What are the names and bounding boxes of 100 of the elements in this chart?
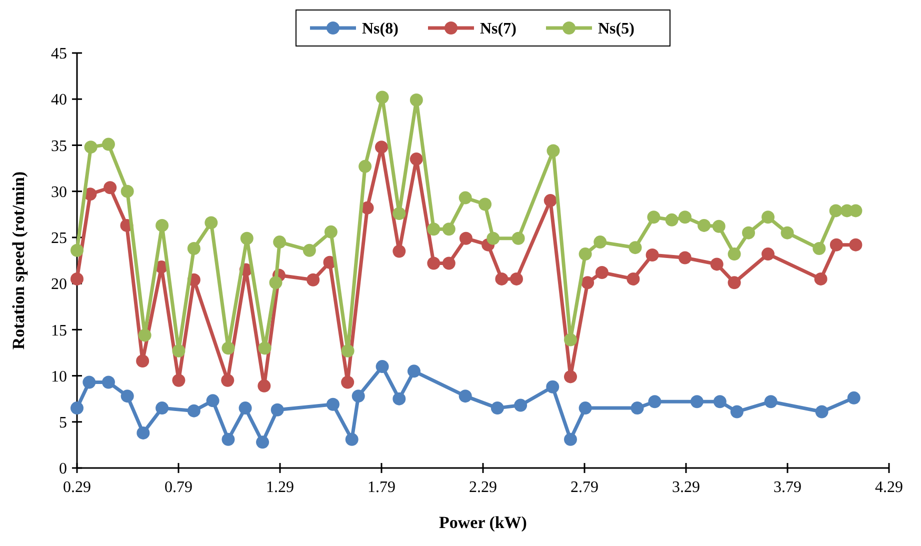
y-tick-label: 10 bbox=[51, 368, 67, 386]
point bbox=[270, 403, 284, 416]
point bbox=[120, 184, 134, 198]
point bbox=[273, 236, 286, 249]
point bbox=[647, 210, 660, 224]
point bbox=[136, 426, 150, 440]
x-tick-label: 2.29 bbox=[469, 479, 497, 496]
point bbox=[514, 398, 528, 412]
point bbox=[376, 360, 389, 374]
y-tick-label: 45 bbox=[51, 46, 67, 63]
y-tick-label: 40 bbox=[51, 92, 67, 109]
point bbox=[187, 404, 200, 418]
point bbox=[478, 198, 492, 211]
point bbox=[849, 238, 862, 252]
point bbox=[442, 256, 456, 270]
x-tick-label: 3.79 bbox=[774, 479, 802, 496]
point bbox=[490, 402, 504, 415]
point bbox=[341, 376, 354, 389]
point bbox=[564, 333, 577, 346]
point bbox=[102, 138, 115, 151]
point bbox=[512, 232, 525, 245]
point bbox=[544, 194, 557, 208]
point bbox=[172, 374, 186, 387]
point bbox=[780, 226, 794, 240]
point bbox=[206, 394, 220, 408]
point bbox=[486, 232, 500, 245]
point bbox=[595, 266, 608, 279]
point bbox=[258, 379, 271, 392]
point bbox=[578, 248, 592, 261]
point bbox=[392, 244, 406, 258]
point bbox=[847, 391, 860, 404]
point bbox=[690, 395, 704, 408]
x-tick-label: 3.29 bbox=[672, 479, 700, 496]
point bbox=[258, 342, 272, 355]
y-tick-label: 35 bbox=[51, 138, 67, 155]
point bbox=[222, 432, 235, 446]
point bbox=[830, 238, 843, 252]
point bbox=[84, 140, 98, 154]
point bbox=[728, 276, 741, 290]
point bbox=[187, 242, 200, 256]
point bbox=[221, 374, 234, 387]
point bbox=[459, 232, 472, 245]
x-tick-label: 1.29 bbox=[266, 479, 294, 496]
y-tick-label: 25 bbox=[51, 230, 67, 248]
legend-label: Ns(7) bbox=[480, 20, 516, 38]
point bbox=[102, 376, 115, 389]
point bbox=[710, 258, 724, 271]
point bbox=[204, 216, 218, 230]
point bbox=[646, 248, 659, 262]
point bbox=[762, 248, 775, 261]
point bbox=[70, 244, 84, 257]
point bbox=[648, 395, 662, 408]
point bbox=[628, 241, 642, 254]
point bbox=[238, 402, 252, 415]
point bbox=[814, 272, 828, 286]
point bbox=[326, 398, 340, 411]
point bbox=[410, 152, 423, 166]
legend-label: Ns(8) bbox=[362, 20, 398, 38]
y-tick-label: 0 bbox=[59, 460, 67, 478]
point bbox=[730, 405, 744, 418]
point bbox=[762, 210, 775, 224]
x-tick-label: 1.79 bbox=[368, 479, 396, 496]
point bbox=[104, 181, 117, 194]
point bbox=[376, 90, 389, 104]
point bbox=[341, 344, 354, 358]
point bbox=[156, 218, 169, 232]
point bbox=[136, 354, 150, 368]
point bbox=[345, 432, 358, 446]
point bbox=[458, 390, 472, 403]
point bbox=[407, 364, 420, 378]
point bbox=[120, 390, 134, 403]
point bbox=[352, 390, 365, 403]
point bbox=[678, 210, 692, 224]
point bbox=[728, 248, 741, 261]
point bbox=[427, 256, 440, 270]
point bbox=[626, 272, 640, 286]
point bbox=[742, 226, 756, 240]
point bbox=[829, 204, 842, 218]
point bbox=[172, 344, 186, 358]
point bbox=[581, 276, 594, 290]
y-tick-label: 5 bbox=[59, 414, 67, 432]
point bbox=[665, 213, 678, 226]
point bbox=[392, 206, 406, 220]
point bbox=[82, 376, 96, 389]
x-tick-label: 2.79 bbox=[570, 479, 598, 496]
point bbox=[458, 191, 472, 204]
point bbox=[324, 225, 338, 238]
point bbox=[269, 276, 282, 290]
x-tick-label: 0.79 bbox=[164, 479, 192, 496]
point bbox=[564, 432, 577, 446]
point bbox=[70, 402, 84, 415]
point bbox=[712, 220, 726, 233]
x-tick-label: 4.29 bbox=[875, 479, 903, 496]
point bbox=[815, 405, 828, 418]
legend-label: Ns(5) bbox=[598, 20, 634, 38]
x-axis-title: Power (kW) bbox=[439, 513, 527, 532]
y-axis-title: Rotation speed (rot/min) bbox=[9, 171, 28, 350]
point bbox=[392, 392, 406, 406]
point bbox=[302, 244, 316, 257]
point bbox=[812, 242, 826, 256]
